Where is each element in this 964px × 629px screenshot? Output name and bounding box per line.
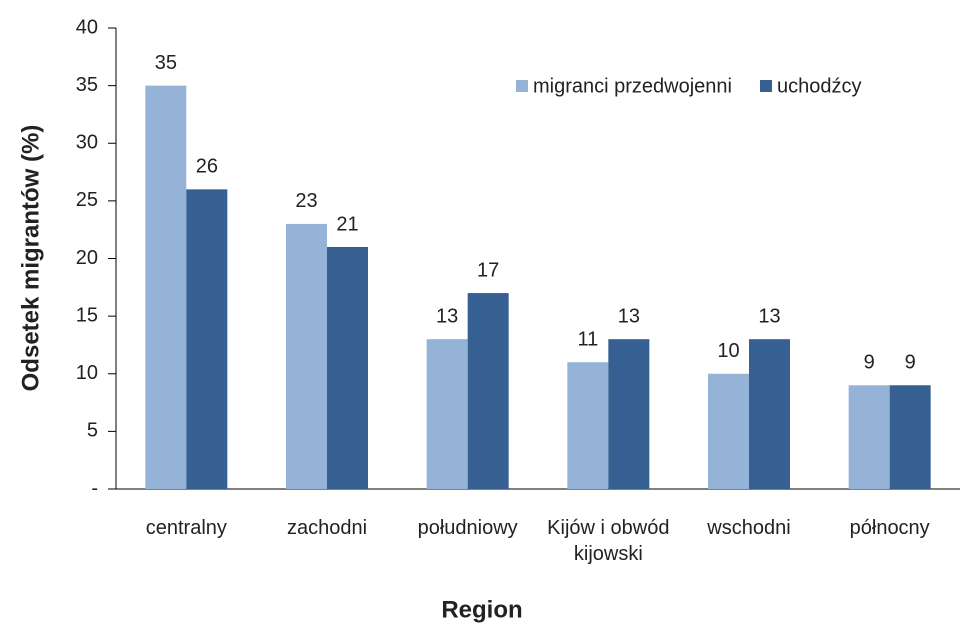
value-label: 23 bbox=[295, 190, 317, 212]
x-axis-title: Region bbox=[441, 596, 522, 623]
legend-label: uchodźcy bbox=[777, 75, 862, 97]
y-tick-label: 20 bbox=[76, 247, 98, 269]
bar bbox=[286, 223, 327, 490]
value-label: 13 bbox=[758, 305, 780, 327]
x-tick-label: centralny bbox=[145, 517, 227, 539]
x-tick-label-box: północny bbox=[849, 517, 930, 539]
y-tick-label: 10 bbox=[76, 362, 98, 384]
y-tick-label: 35 bbox=[76, 74, 98, 96]
y-tick-label: 30 bbox=[76, 132, 98, 154]
value-label: 9 bbox=[864, 352, 875, 374]
x-tick-label-box: Kijów i obwód kijowski bbox=[547, 517, 670, 565]
y-tick-label: 25 bbox=[76, 189, 98, 211]
legend-swatch bbox=[759, 80, 772, 92]
value-label: 9 bbox=[905, 352, 916, 374]
value-label: 10 bbox=[717, 340, 739, 362]
value-label: 13 bbox=[436, 305, 458, 327]
y-tick-label: - bbox=[91, 477, 98, 499]
bar bbox=[145, 85, 187, 489]
x-tick-label-box: wschodni bbox=[707, 517, 791, 539]
value-label: 17 bbox=[477, 259, 499, 281]
value-label: 35 bbox=[155, 52, 177, 74]
x-tick-label-box: centralny bbox=[145, 517, 227, 539]
y-tick-label: 15 bbox=[76, 304, 98, 326]
x-tick-label: północny bbox=[849, 517, 930, 539]
bar bbox=[749, 339, 790, 489]
x-tick-label: wschodni bbox=[707, 517, 791, 539]
x-tick-label: południowy bbox=[417, 517, 518, 539]
x-tick-label: Kijów i obwód kijowski bbox=[547, 517, 670, 565]
bar bbox=[608, 339, 650, 489]
legend-swatch bbox=[516, 80, 528, 92]
value-label: 11 bbox=[577, 329, 598, 351]
bar bbox=[186, 189, 228, 489]
bar bbox=[327, 246, 368, 489]
x-tick-label-box: południowy bbox=[417, 517, 518, 539]
legend-label: migranci przedwojenni bbox=[533, 75, 732, 97]
value-label: 26 bbox=[196, 156, 218, 178]
value-label: 21 bbox=[336, 213, 358, 235]
y-tick-label: 5 bbox=[87, 420, 98, 442]
bar bbox=[848, 385, 890, 489]
bar bbox=[708, 373, 749, 489]
bar bbox=[889, 385, 931, 489]
y-axis-title: Odsetek migrantów (%) bbox=[17, 125, 44, 392]
y-tick-label: 40 bbox=[76, 16, 98, 38]
bar bbox=[567, 362, 609, 489]
bar bbox=[426, 339, 468, 489]
x-tick-label-box: zachodni bbox=[286, 517, 368, 539]
x-tick-label: zachodni bbox=[286, 517, 368, 539]
value-label: 13 bbox=[618, 305, 640, 327]
bar bbox=[467, 293, 509, 489]
